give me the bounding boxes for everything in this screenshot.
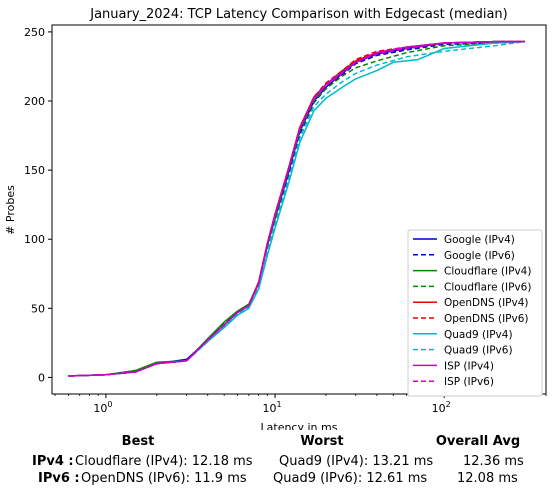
legend-label: ISP (IPv4): [444, 360, 494, 372]
y-tick-label: 100: [24, 233, 45, 246]
y-tick-label: 150: [24, 164, 45, 177]
best-value: Cloudflare (IPv4): 12.18 ms: [75, 454, 253, 469]
best-value: OpenDNS (IPv6): 11.9 ms: [81, 471, 247, 486]
summary-header-worst: Worst: [300, 434, 344, 449]
chart-title: January_2024: TCP Latency Comparison wit…: [89, 7, 508, 22]
worst-value: Quad9 (IPv4): 13.21 ms: [279, 454, 434, 469]
summary-row-ipv4: IPv4 : Cloudflare (IPv4): 12.18 ms Quad9…: [0, 454, 555, 472]
x-tick-label: 100: [93, 400, 112, 415]
row-label: IPv6 :: [38, 471, 80, 486]
legend-box: [407, 229, 543, 397]
y-tick-label: 0: [38, 371, 45, 384]
avg-value: 12.36 ms: [463, 454, 524, 469]
legend-label: Google (IPv4): [444, 234, 515, 246]
series-line: [68, 40, 526, 377]
legend-label: Cloudflare (IPv4): [444, 266, 531, 278]
legend-label: Google (IPv6): [444, 250, 515, 262]
worst-value: Quad9 (IPv6): 12.61 ms: [273, 471, 428, 486]
summary-header-avg: Overall Avg: [435, 434, 521, 449]
legend-label: ISP (IPv6): [444, 376, 494, 388]
x-axis-label: Latency in ms: [261, 421, 338, 430]
y-tick-label: 200: [24, 95, 45, 108]
legend-label: OpenDNS (IPv6): [444, 313, 529, 325]
x-tick-label: 101: [262, 400, 281, 415]
legend-label: Quad9 (IPv6): [444, 345, 513, 357]
series-line: [68, 40, 525, 377]
summary-row-ipv6: IPv6 : OpenDNS (IPv6): 11.9 ms Quad9 (IP…: [0, 471, 555, 489]
y-axis-label: # Probes: [4, 185, 17, 235]
x-tick-label: 102: [432, 400, 451, 415]
y-tick-label: 50: [31, 302, 45, 315]
legend-label: Quad9 (IPv4): [444, 329, 513, 341]
legend-label: Cloudflare (IPv6): [444, 281, 531, 293]
y-tick-label: 250: [24, 26, 45, 39]
avg-value: 12.08 ms: [457, 471, 518, 486]
legend-label: OpenDNS (IPv4): [444, 297, 529, 309]
row-label: IPv4 :: [32, 454, 74, 469]
latency-chart: January_2024: TCP Latency Comparison wit…: [4, 7, 547, 430]
series-line: [68, 40, 525, 377]
summary-header-best: Best: [121, 434, 155, 449]
